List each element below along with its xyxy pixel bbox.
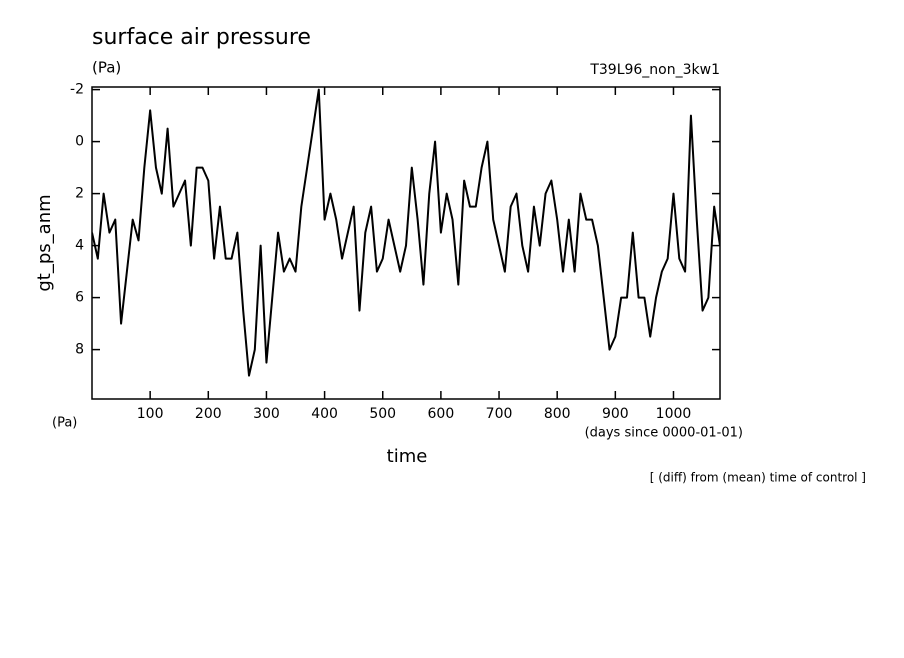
x-tick-label: 700 (486, 406, 513, 422)
x-tick-label: 900 (602, 406, 629, 422)
y-tick-label: -2 (70, 82, 84, 98)
x-tick-label: 100 (137, 406, 164, 422)
chart-title: surface air pressure (92, 25, 311, 50)
y-tick-label: 4 (75, 238, 84, 254)
plot-frame (91, 86, 721, 400)
x-tick-label: 200 (195, 406, 222, 422)
x-tick-label: 500 (369, 406, 396, 422)
y-tick-label: 6 (75, 290, 84, 306)
note: [ (diff) from (mean) time of control ] (650, 471, 866, 485)
x-tick-label: 400 (311, 406, 338, 422)
x-tick-label: 800 (544, 406, 571, 422)
units-top: (Pa) (92, 59, 121, 77)
y-tick-label: 0 (75, 134, 84, 150)
y-tick-label: 2 (75, 186, 84, 202)
x-axis-label: time (387, 446, 428, 467)
x-tick-label: 300 (253, 406, 280, 422)
y-axis-label: gt_ps_anm (34, 194, 55, 291)
y-tick-label: 8 (75, 342, 84, 358)
x-tick-label: 600 (428, 406, 455, 422)
run-label: T39L96_non_3kw1 (589, 62, 720, 78)
x-units: (days since 0000-01-01) (585, 426, 743, 441)
x-tick-label: 1000 (656, 406, 692, 422)
units-bottom: (Pa) (52, 416, 77, 431)
data-line (92, 88, 720, 377)
